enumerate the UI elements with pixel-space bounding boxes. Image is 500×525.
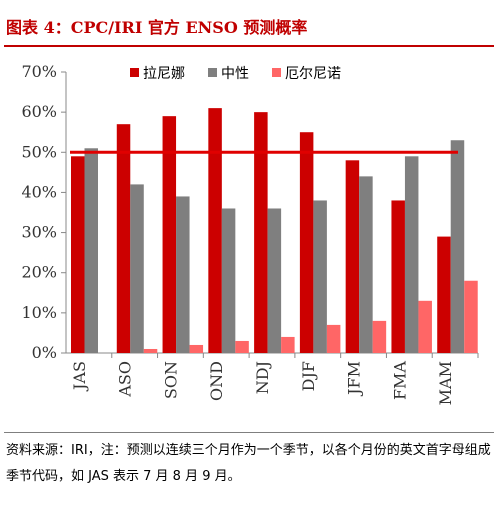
bar-中性-MAM: [450, 140, 465, 353]
y-tick-label: 40%: [21, 182, 57, 201]
y-tick-label: 30%: [21, 223, 57, 242]
bar-拉尼娜-JFM: [345, 160, 360, 353]
bar-中性-OND: [221, 208, 236, 353]
bar-中性-JFM: [359, 176, 373, 353]
axes: 0% 10% 20% 30% 40% 50% 60% 70% JAS ASO SON OND NDJ DJ…: [21, 62, 479, 405]
bar-拉尼娜-FMA: [391, 200, 405, 353]
bar-中性-FMA: [404, 156, 419, 353]
legend-swatch-拉尼娜: [130, 68, 139, 77]
source-note: 资料来源：IRI，注：预测以连续三个月作为一个季节，以各个月份的英文首字母组成季…: [6, 443, 491, 484]
x-tick-label: OND: [207, 361, 226, 401]
bar-中性-NDJ: [267, 208, 282, 353]
bar-厄尔尼诺-OND: [235, 340, 249, 353]
bar-拉尼娜-JAS: [71, 156, 85, 353]
x-tick-label: DJF: [299, 361, 318, 391]
bar-厄尔尼诺-SON: [189, 344, 204, 353]
x-tick-label: SON: [161, 361, 180, 399]
bar-拉尼娜-DJF: [299, 132, 314, 353]
legend-label: 拉尼娜: [143, 66, 185, 82]
source-divider: [4, 432, 494, 433]
y-tick-label: 20%: [21, 263, 57, 282]
bar-中性-DJF: [313, 200, 327, 353]
bar-拉尼娜-MAM: [437, 236, 451, 353]
title-divider: [4, 45, 494, 47]
bar-厄尔尼诺-FMA: [418, 300, 432, 353]
x-tick-label: JAS: [70, 361, 89, 392]
bars: [71, 108, 478, 354]
legend-label: 厄尔尼诺: [285, 66, 341, 82]
x-tick-label: MAM: [436, 361, 455, 405]
bar-中性-JAS: [84, 148, 98, 353]
bar-拉尼娜-NDJ: [254, 112, 268, 353]
legend-swatch-中性: [208, 68, 217, 77]
bar-中性-SON: [176, 196, 190, 353]
bar-中性-ASO: [130, 184, 144, 353]
enso-probability-chart: 0% 10% 20% 30% 40% 50% 60% 70% JAS ASO SON OND NDJ DJ…: [21, 62, 479, 405]
bar-厄尔尼诺-MAM: [464, 280, 478, 353]
x-tick-label: NDJ: [253, 361, 272, 394]
y-tick-label: 70%: [21, 62, 57, 81]
y-tick-label: 10%: [21, 303, 57, 322]
bar-拉尼娜-OND: [208, 108, 222, 353]
legend-swatch-厄尔尼诺: [272, 68, 281, 77]
x-tick-label: ASO: [116, 361, 135, 398]
bar-拉尼娜-ASO: [116, 124, 131, 353]
legend: 拉尼娜 中性 厄尔尼诺: [130, 66, 341, 82]
x-tick-label: JFM: [345, 361, 364, 397]
y-tick-label: 60%: [21, 102, 57, 121]
x-tick-label: FMA: [390, 361, 409, 400]
bar-厄尔尼诺-ASO: [143, 348, 158, 353]
y-tick-label: 50%: [21, 142, 57, 161]
legend-label: 中性: [221, 66, 249, 82]
chart-title: 图表 4：CPC/IRI 官方 ENSO 预测概率: [6, 18, 308, 37]
bar-厄尔尼诺-NDJ: [281, 336, 295, 353]
bar-拉尼娜-SON: [162, 116, 177, 354]
y-tick-label: 0%: [32, 343, 57, 362]
bar-厄尔尼诺-DJF: [326, 324, 341, 353]
bar-厄尔尼诺-JFM: [372, 320, 387, 353]
